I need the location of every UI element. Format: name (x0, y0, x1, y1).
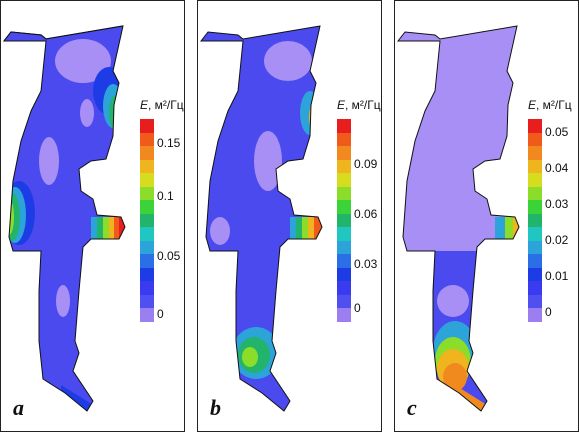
energy-symbol: E (528, 98, 537, 112)
colorbar-swatch (528, 200, 542, 214)
colorbar-title: E, м²/Гц (337, 98, 381, 112)
colorbar-swatch (528, 146, 542, 160)
colorbar-swatch (528, 132, 542, 146)
colorbar-swatch (337, 146, 351, 160)
energy-unit: , м²/Гц (345, 98, 381, 112)
panel-label: a (13, 395, 24, 420)
colorbar-swatch (528, 254, 542, 268)
colorbar-swatch (337, 213, 351, 227)
panel-label: b (210, 395, 221, 420)
domain-plot-c (396, 25, 520, 412)
colorbar-swatch (528, 159, 542, 173)
colorbar-title: E, м²/Гц (528, 98, 572, 112)
energy-symbol: E (337, 98, 346, 112)
colorbar-swatch (140, 227, 154, 241)
colorbar-title: E, м²/Гц (140, 98, 184, 112)
colorbar-swatch (337, 227, 351, 241)
colorbar-swatch (140, 146, 154, 160)
tick-label: 0 (157, 307, 164, 321)
colorbar (337, 119, 351, 322)
tick-label: 0.05 (545, 125, 569, 139)
colorbar (528, 119, 542, 322)
colorbar-swatch (140, 186, 154, 200)
colorbar-swatch (140, 132, 154, 146)
colorbar-swatch (528, 119, 542, 133)
domain-plot-a (2, 25, 126, 412)
tick-label: 0.03 (545, 197, 569, 211)
colorbar-swatch (337, 173, 351, 187)
colorbar-swatch (337, 267, 351, 281)
colorbar-swatch (337, 186, 351, 200)
panel-a: a E, м²/Гц 0.15 0.1 0.05 0 (0, 0, 185, 432)
energy-symbol: E (140, 98, 149, 112)
colorbar-swatch (528, 240, 542, 254)
colorbar-swatch (140, 159, 154, 173)
energy-unit: , м²/Гц (536, 98, 572, 112)
tick-label: 0.06 (354, 207, 378, 221)
colorbar-swatch (140, 308, 154, 322)
tick-label: 0.15 (157, 136, 181, 150)
colorbar-swatch (528, 227, 542, 241)
tick-label: 0.02 (545, 233, 569, 247)
colorbar-swatch (140, 213, 154, 227)
tick-label: 0.01 (545, 269, 569, 283)
colorbar-swatch (528, 173, 542, 187)
colorbar-swatch (337, 294, 351, 308)
tick-label: 0.09 (354, 157, 378, 171)
colorbar-swatch (337, 308, 351, 322)
colorbar-swatch (528, 186, 542, 200)
tick-label: 0 (354, 301, 361, 315)
colorbar-swatch (528, 281, 542, 295)
colorbar-swatch (140, 173, 154, 187)
colorbar-swatch (337, 254, 351, 268)
panel-b: b E, м²/Гц 0.09 0.06 0.03 0 (197, 0, 382, 432)
colorbar-swatch (337, 200, 351, 214)
colorbar-swatch (140, 119, 154, 133)
colorbar-swatch (337, 132, 351, 146)
colorbar-swatch (528, 308, 542, 322)
colorbar-swatch (528, 294, 542, 308)
colorbar-swatch (140, 294, 154, 308)
panel-label: c (407, 395, 417, 420)
tick-label: 0.1 (157, 189, 174, 203)
energy-unit: , м²/Гц (148, 98, 184, 112)
tick-label: 0.05 (157, 249, 181, 263)
colorbar-swatch (140, 240, 154, 254)
domain-plot-b (199, 25, 323, 412)
colorbar-swatch (337, 119, 351, 133)
colorbar-swatch (140, 281, 154, 295)
colorbar-swatch (337, 281, 351, 295)
tick-label: 0.04 (545, 161, 569, 175)
colorbar-swatch (140, 200, 154, 214)
tick-label: 0 (545, 305, 552, 319)
colorbar-swatch (337, 240, 351, 254)
colorbar-swatch (140, 254, 154, 268)
colorbar (140, 119, 154, 322)
colorbar-swatch (337, 159, 351, 173)
tick-label: 0.03 (354, 257, 378, 271)
colorbar-swatch (528, 213, 542, 227)
colorbar-swatch (528, 267, 542, 281)
panel-c: c E, м²/Гц 0.05 0.04 0.03 0.02 0.01 0 (394, 0, 579, 432)
colorbar-swatch (140, 267, 154, 281)
